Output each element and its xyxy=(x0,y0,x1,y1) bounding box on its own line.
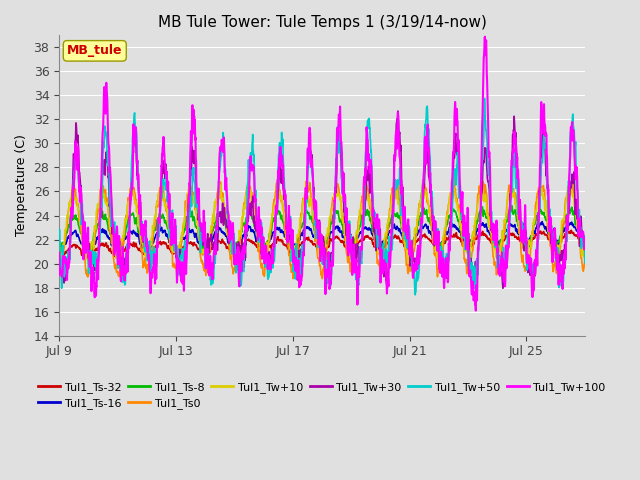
Tul1_Tw+10 xyxy=(509,189,516,195)
Tul1_Tw+100 xyxy=(335,111,342,117)
Tul1_Tw+50 xyxy=(412,292,419,298)
Tul1_Ts-32 xyxy=(56,256,64,262)
Tul1_Ts-32 xyxy=(290,248,298,253)
Tul1_Ts-8 xyxy=(55,251,63,256)
Tul1_Ts-16 xyxy=(84,251,92,257)
Tul1_Tw+100 xyxy=(509,150,516,156)
Line: Tul1_Ts-16: Tul1_Ts-16 xyxy=(59,222,585,254)
Tul1_Tw+50 xyxy=(393,184,401,190)
Tul1_Tw+100 xyxy=(55,250,63,255)
Tul1_Ts-32 xyxy=(568,228,575,233)
Tul1_Ts-8 xyxy=(394,210,401,216)
Tul1_Tw+100 xyxy=(281,193,289,199)
Tul1_Tw+30 xyxy=(394,108,402,114)
Line: Tul1_Ts-8: Tul1_Ts-8 xyxy=(59,206,585,254)
Tul1_Tw+30 xyxy=(55,242,63,248)
Tul1_Ts0 xyxy=(394,189,401,195)
Tul1_Tw+50 xyxy=(481,96,488,101)
Line: Tul1_Tw+100: Tul1_Tw+100 xyxy=(59,36,585,311)
Tul1_Ts-32 xyxy=(581,240,589,246)
Tul1_Ts-16 xyxy=(335,225,343,231)
Tul1_Ts-32 xyxy=(86,254,94,260)
Tul1_Tw+30 xyxy=(335,143,342,149)
Tul1_Tw+50 xyxy=(335,148,342,154)
Line: Tul1_Tw+50: Tul1_Tw+50 xyxy=(59,98,585,295)
Tul1_Tw+50 xyxy=(86,257,94,263)
Tul1_Tw+100 xyxy=(481,34,489,39)
Y-axis label: Temperature (C): Temperature (C) xyxy=(15,134,28,237)
Line: Tul1_Tw+10: Tul1_Tw+10 xyxy=(59,184,585,264)
Tul1_Ts-16 xyxy=(538,219,546,225)
Tul1_Tw+50 xyxy=(289,269,297,275)
Tul1_Tw+10 xyxy=(55,261,63,266)
Line: Tul1_Tw+30: Tul1_Tw+30 xyxy=(59,111,585,288)
Tul1_Ts0 xyxy=(290,272,298,277)
Tul1_Ts-8 xyxy=(335,216,343,222)
Tul1_Ts0 xyxy=(450,175,458,181)
Tul1_Tw+10 xyxy=(186,181,193,187)
Tul1_Tw+10 xyxy=(86,251,94,256)
Tul1_Tw+50 xyxy=(509,155,516,160)
Tul1_Ts-32 xyxy=(335,236,343,242)
Tul1_Ts-32 xyxy=(509,231,516,237)
Tul1_Ts-16 xyxy=(509,223,516,229)
Tul1_Ts0 xyxy=(86,269,94,275)
Tul1_Tw+30 xyxy=(499,285,507,291)
Tul1_Tw+30 xyxy=(289,248,297,254)
Tul1_Tw+100 xyxy=(393,144,401,149)
Tul1_Tw+100 xyxy=(86,263,94,268)
Tul1_Ts-16 xyxy=(581,234,589,240)
Tul1_Tw+50 xyxy=(281,186,289,192)
Tul1_Ts-16 xyxy=(55,248,63,254)
Tul1_Ts-32 xyxy=(281,242,289,248)
Tul1_Tw+10 xyxy=(282,217,289,223)
Tul1_Tw+30 xyxy=(509,132,516,137)
Tul1_Tw+10 xyxy=(581,253,589,259)
Tul1_Ts-8 xyxy=(86,245,94,251)
Tul1_Ts-8 xyxy=(290,246,298,252)
Tul1_Ts-8 xyxy=(281,228,289,233)
Tul1_Tw+50 xyxy=(581,260,589,266)
Tul1_Ts-16 xyxy=(86,250,94,255)
Tul1_Tw+30 xyxy=(393,116,401,122)
Tul1_Ts-32 xyxy=(55,252,63,258)
Text: MB_tule: MB_tule xyxy=(67,44,122,57)
Tul1_Ts-8 xyxy=(509,211,516,217)
Title: MB Tule Tower: Tule Temps 1 (3/19/14-now): MB Tule Tower: Tule Temps 1 (3/19/14-now… xyxy=(157,15,486,30)
Tul1_Ts-8 xyxy=(581,241,589,247)
Line: Tul1_Ts0: Tul1_Ts0 xyxy=(59,178,585,279)
Tul1_Ts-16 xyxy=(394,225,401,230)
Tul1_Tw+100 xyxy=(581,245,589,251)
Tul1_Ts-16 xyxy=(290,245,298,251)
Legend: Tul1_Ts-32, Tul1_Ts-16, Tul1_Ts-8, Tul1_Ts0, Tul1_Tw+10, Tul1_Tw+30, Tul1_Tw+50,: Tul1_Ts-32, Tul1_Ts-16, Tul1_Ts-8, Tul1_… xyxy=(34,377,610,413)
Tul1_Tw+10 xyxy=(335,192,343,198)
Tul1_Ts0 xyxy=(281,230,289,236)
Tul1_Ts0 xyxy=(335,189,343,194)
Tul1_Ts-8 xyxy=(56,251,64,257)
Tul1_Ts0 xyxy=(509,188,516,193)
Tul1_Ts-16 xyxy=(281,233,289,239)
Tul1_Tw+50 xyxy=(55,235,63,241)
Tul1_Tw+30 xyxy=(86,262,94,268)
Tul1_Tw+30 xyxy=(581,244,589,250)
Tul1_Tw+10 xyxy=(290,252,298,258)
Line: Tul1_Ts-32: Tul1_Ts-32 xyxy=(59,230,585,259)
Tul1_Ts-8 xyxy=(508,203,516,209)
Tul1_Ts0 xyxy=(55,264,63,270)
Tul1_Ts0 xyxy=(173,276,180,282)
Tul1_Tw+100 xyxy=(289,258,297,264)
Tul1_Tw+30 xyxy=(281,189,289,194)
Tul1_Tw+10 xyxy=(84,261,92,267)
Tul1_Tw+10 xyxy=(394,197,401,203)
Tul1_Ts-32 xyxy=(394,236,401,241)
Tul1_Ts0 xyxy=(581,259,589,265)
Tul1_Tw+100 xyxy=(472,308,479,313)
